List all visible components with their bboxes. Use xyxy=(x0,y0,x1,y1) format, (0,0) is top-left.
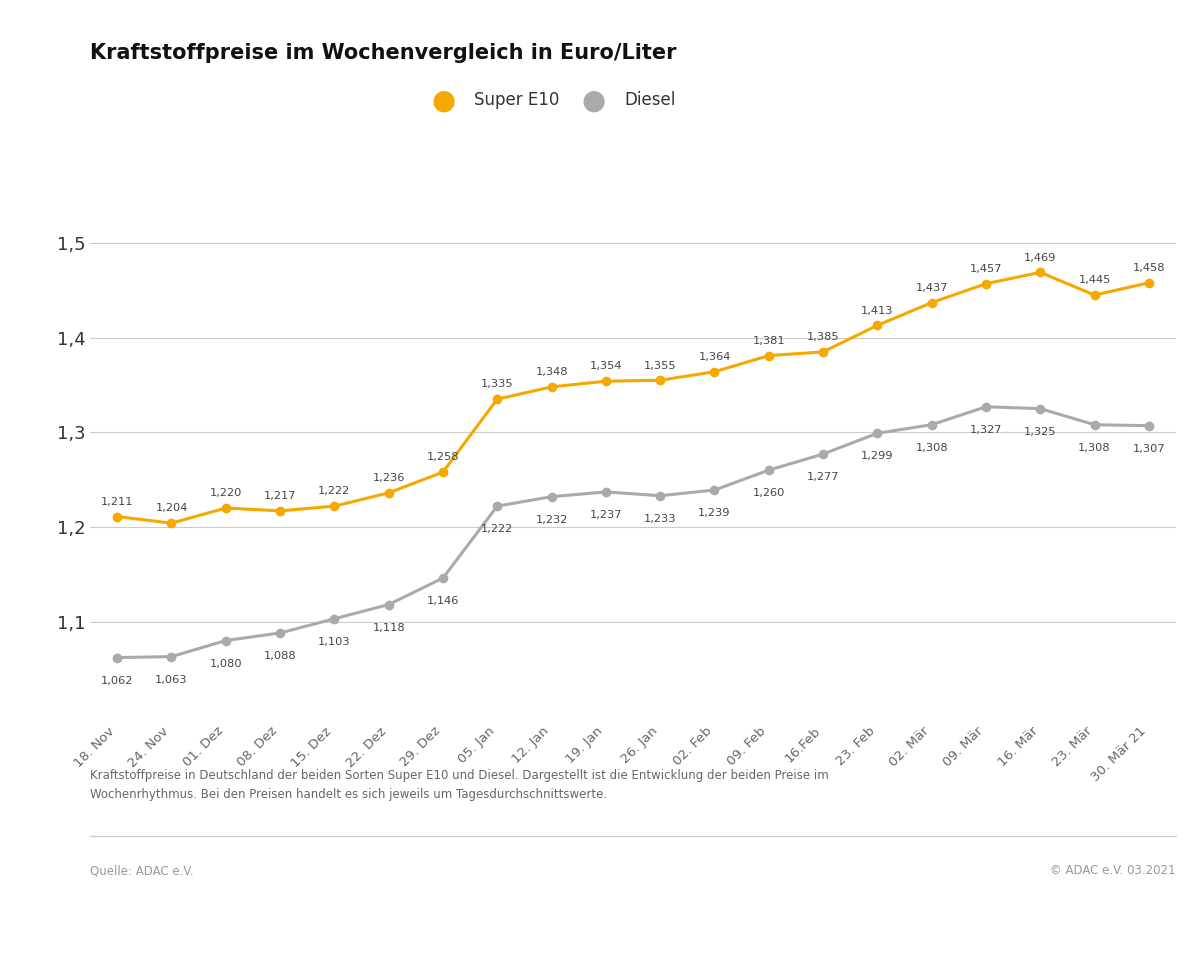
Text: 1,364: 1,364 xyxy=(698,352,731,362)
Text: 1,222: 1,222 xyxy=(481,524,514,534)
Text: Kraftstoffpreise in Deutschland der beiden Sorten Super E10 und Diesel. Dargeste: Kraftstoffpreise in Deutschland der beid… xyxy=(90,769,829,801)
Text: 1,204: 1,204 xyxy=(155,503,187,514)
Text: 1,458: 1,458 xyxy=(1133,263,1165,273)
Text: 1,354: 1,354 xyxy=(589,362,622,371)
Text: 1,258: 1,258 xyxy=(427,453,460,462)
Text: Super E10: Super E10 xyxy=(474,92,559,109)
Text: 1,457: 1,457 xyxy=(970,264,1002,274)
Text: 1,335: 1,335 xyxy=(481,379,514,390)
Text: 1,445: 1,445 xyxy=(1079,275,1111,286)
Text: 1,299: 1,299 xyxy=(862,452,894,461)
Text: 1,437: 1,437 xyxy=(916,283,948,293)
Text: 1,307: 1,307 xyxy=(1133,444,1165,454)
Text: 1,063: 1,063 xyxy=(155,674,187,685)
Text: 1,220: 1,220 xyxy=(210,488,242,499)
Text: 1,308: 1,308 xyxy=(916,443,948,453)
Text: 1,277: 1,277 xyxy=(806,472,839,482)
Text: 1,327: 1,327 xyxy=(970,425,1002,435)
Text: Kraftstoffpreise im Wochenvergleich in Euro/Liter: Kraftstoffpreise im Wochenvergleich in E… xyxy=(90,43,677,63)
Text: 1,233: 1,233 xyxy=(644,514,677,523)
Text: 1,236: 1,236 xyxy=(372,473,404,483)
Text: 1,080: 1,080 xyxy=(210,659,242,668)
Text: 1,232: 1,232 xyxy=(535,515,568,524)
Text: Diesel: Diesel xyxy=(624,92,676,109)
Text: 1,062: 1,062 xyxy=(101,675,133,686)
Text: 1,355: 1,355 xyxy=(644,361,677,371)
Text: 1,325: 1,325 xyxy=(1024,427,1056,436)
Text: © ADAC e.V. 03.2021: © ADAC e.V. 03.2021 xyxy=(1050,864,1176,878)
Text: 1,211: 1,211 xyxy=(101,497,133,507)
Text: 1,088: 1,088 xyxy=(264,651,296,661)
Text: 1,237: 1,237 xyxy=(589,510,622,520)
Text: 1,146: 1,146 xyxy=(427,596,460,606)
Text: Quelle: ADAC e.V.: Quelle: ADAC e.V. xyxy=(90,864,193,878)
Text: 1,469: 1,469 xyxy=(1024,253,1056,263)
Text: 1,385: 1,385 xyxy=(806,332,839,342)
Text: 1,413: 1,413 xyxy=(862,306,894,316)
Text: 1,308: 1,308 xyxy=(1079,443,1111,453)
Text: 1,348: 1,348 xyxy=(535,367,568,377)
Text: 1,217: 1,217 xyxy=(264,491,296,501)
Text: 1,381: 1,381 xyxy=(752,336,785,346)
Text: ●: ● xyxy=(582,86,606,115)
Text: 1,118: 1,118 xyxy=(372,623,404,632)
Text: 1,222: 1,222 xyxy=(318,486,350,497)
Text: 1,103: 1,103 xyxy=(318,637,350,647)
Text: 1,239: 1,239 xyxy=(698,508,731,519)
Text: ●: ● xyxy=(432,86,456,115)
Text: 1,260: 1,260 xyxy=(752,488,785,499)
